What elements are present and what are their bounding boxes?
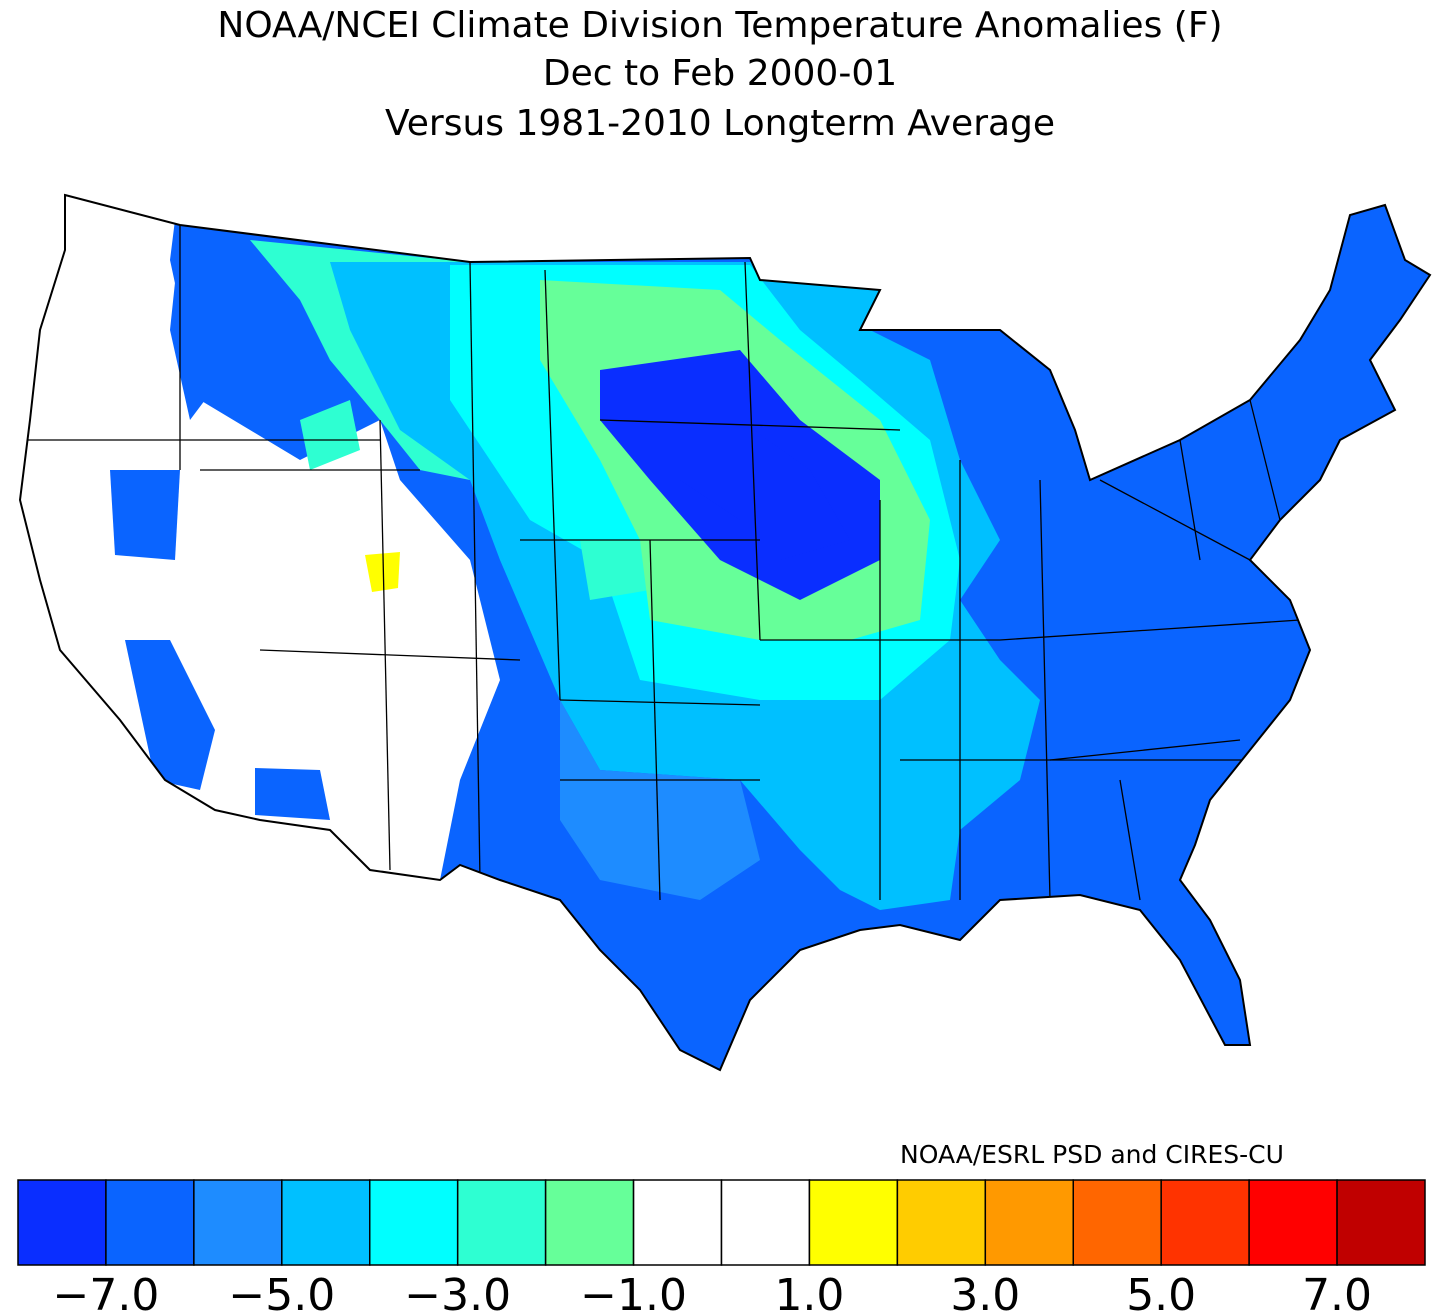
state-border [469, 261, 481, 881]
state-border [559, 699, 761, 706]
state-border [599, 419, 901, 431]
legend-swatch [193, 1179, 283, 1266]
legend-swatch [105, 1179, 195, 1266]
state-border [999, 619, 1301, 641]
climate-region--7to-6-2 [110, 470, 180, 560]
climate-region--8to-7-14 [670, 420, 850, 560]
legend-swatch [1248, 1179, 1338, 1266]
state-border [1119, 779, 1141, 901]
legend-swatch [984, 1179, 1074, 1266]
legend-tick-label: 1.0 [774, 1270, 844, 1312]
legend-swatch [896, 1179, 987, 1266]
legend-swatch [1336, 1179, 1426, 1266]
legend-swatch [456, 1179, 547, 1266]
climate-region--7to-6-3 [125, 640, 215, 790]
climate-region--7to-6-4 [255, 768, 330, 820]
climate-region--3to-2-7 [300, 400, 360, 470]
legend-swatch [17, 1179, 107, 1266]
legend-tick-label: −3.0 [404, 1270, 511, 1312]
climate-region-1to2-15 [365, 552, 400, 592]
legend-swatch [1072, 1179, 1162, 1266]
legend-tick-label: 7.0 [1302, 1270, 1372, 1312]
state-border [1039, 479, 1051, 901]
legend-swatch [720, 1179, 811, 1266]
state-border [744, 261, 761, 641]
climate-region--3to-2-11 [580, 540, 650, 600]
us-outline [18, 193, 1432, 1072]
legend-swatch [1160, 1179, 1250, 1266]
legend-tick-label: −7.0 [53, 1270, 160, 1312]
legend-tick-label: 3.0 [950, 1270, 1020, 1312]
state-border [379, 419, 391, 871]
state-border [1049, 739, 1241, 761]
legend-swatch [281, 1179, 371, 1266]
state-border [1249, 399, 1281, 521]
legend-tick-label: 5.0 [1126, 1270, 1196, 1312]
climate-region--7to-6-5 [170, 235, 250, 420]
climate-region--6to-5-9 [560, 700, 760, 900]
legend-tick-label: −5.0 [228, 1270, 335, 1312]
state-border [649, 539, 661, 901]
legend-tick-label: −1.0 [580, 1270, 687, 1312]
legend-swatch [808, 1179, 899, 1266]
legend-swatch [632, 1179, 723, 1266]
state-border [1179, 439, 1201, 561]
map-title: NOAA/NCEI Climate Division Temperature A… [217, 5, 1223, 46]
state-border [1099, 479, 1251, 561]
legend-swatch [369, 1179, 459, 1266]
legend-swatch [544, 1179, 635, 1266]
state-border [544, 269, 561, 701]
map-subtitle-baseline: Versus 1981-2010 Longterm Average [384, 103, 1056, 144]
credit-text: NOAA/ESRL PSD and CIRES-CU [900, 1140, 1284, 1169]
map-subtitle-period: Dec to Feb 2000-01 [542, 53, 898, 94]
